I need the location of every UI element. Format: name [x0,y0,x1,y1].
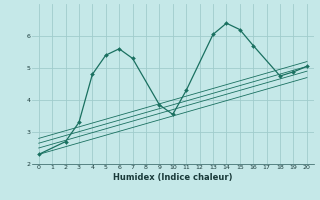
X-axis label: Humidex (Indice chaleur): Humidex (Indice chaleur) [113,173,233,182]
